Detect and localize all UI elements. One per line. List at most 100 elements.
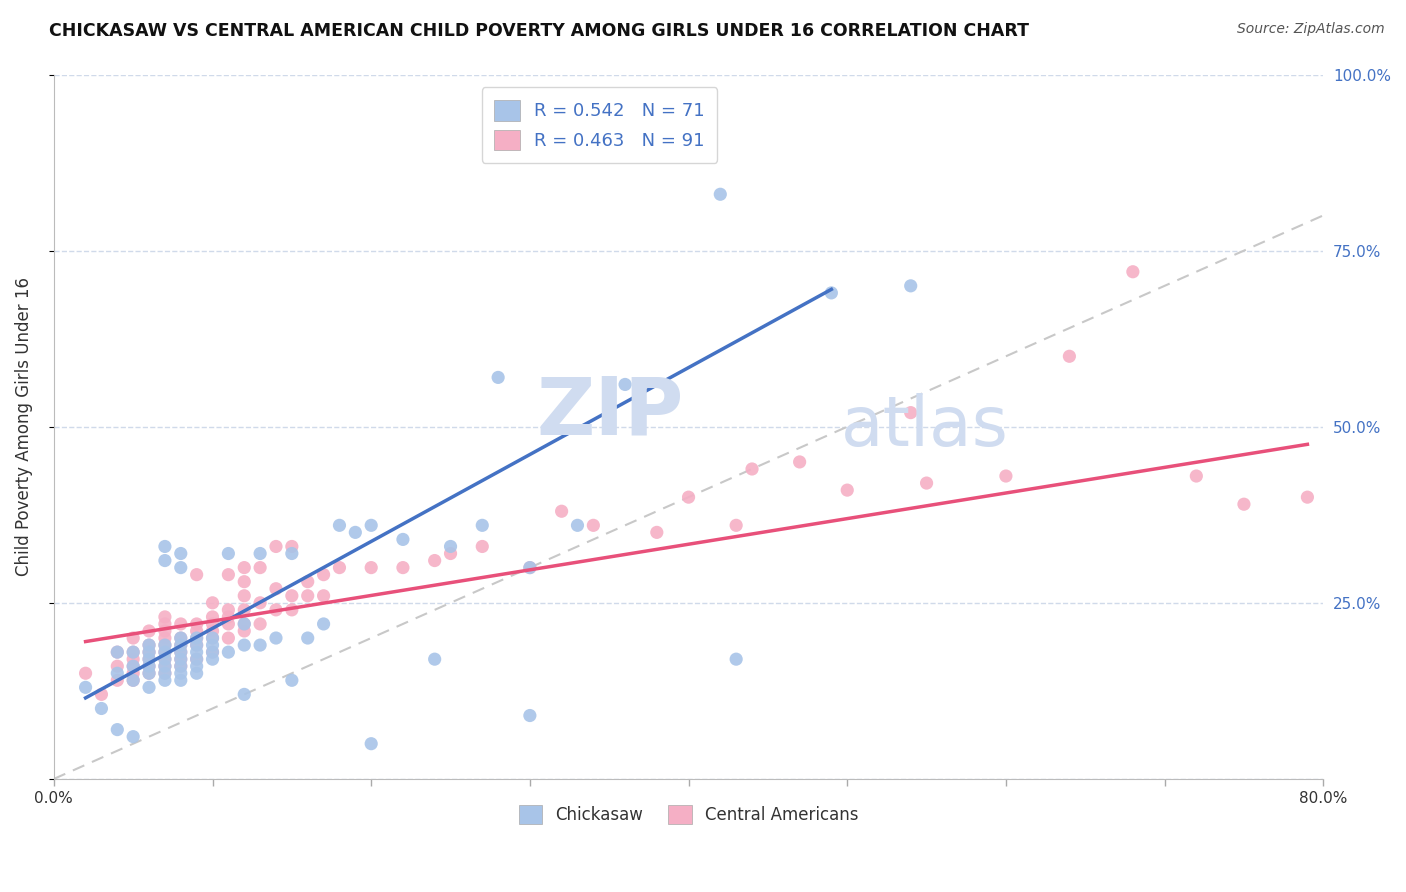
Point — [837, 483, 859, 497]
Point — [153, 673, 176, 688]
Point — [122, 666, 145, 681]
Point — [138, 652, 160, 666]
Point — [170, 638, 193, 652]
Point — [233, 574, 256, 589]
Point — [170, 631, 193, 645]
Point — [201, 638, 224, 652]
Point — [153, 624, 176, 638]
Point — [138, 638, 160, 652]
Point — [201, 596, 224, 610]
Point — [138, 652, 160, 666]
Point — [201, 610, 224, 624]
Point — [186, 624, 208, 638]
Point — [1296, 490, 1319, 504]
Point — [567, 518, 589, 533]
Point — [170, 547, 193, 561]
Point — [678, 490, 700, 504]
Point — [138, 659, 160, 673]
Point — [105, 723, 128, 737]
Point — [170, 659, 193, 673]
Point — [138, 638, 160, 652]
Point — [249, 560, 271, 574]
Point — [233, 624, 256, 638]
Point — [186, 645, 208, 659]
Point — [105, 659, 128, 673]
Point — [297, 631, 319, 645]
Point — [900, 278, 922, 293]
Point — [90, 687, 112, 701]
Point — [217, 631, 239, 645]
Point — [170, 652, 193, 666]
Point — [217, 645, 239, 659]
Point — [709, 187, 731, 202]
Point — [122, 645, 145, 659]
Point — [153, 659, 176, 673]
Point — [471, 540, 494, 554]
Point — [550, 504, 572, 518]
Point — [789, 455, 811, 469]
Point — [249, 547, 271, 561]
Point — [153, 638, 176, 652]
Point — [217, 610, 239, 624]
Point — [153, 540, 176, 554]
Point — [312, 616, 335, 631]
Point — [725, 518, 748, 533]
Text: ZIP: ZIP — [536, 374, 683, 451]
Point — [249, 638, 271, 652]
Point — [281, 673, 304, 688]
Point — [122, 645, 145, 659]
Point — [153, 616, 176, 631]
Point — [423, 553, 446, 567]
Point — [201, 631, 224, 645]
Point — [170, 616, 193, 631]
Point — [233, 603, 256, 617]
Point — [249, 596, 271, 610]
Text: CHICKASAW VS CENTRAL AMERICAN CHILD POVERTY AMONG GIRLS UNDER 16 CORRELATION CHA: CHICKASAW VS CENTRAL AMERICAN CHILD POVE… — [49, 22, 1029, 40]
Point — [138, 645, 160, 659]
Point — [233, 687, 256, 701]
Point — [297, 574, 319, 589]
Point — [122, 673, 145, 688]
Point — [328, 518, 350, 533]
Point — [170, 645, 193, 659]
Point — [186, 631, 208, 645]
Point — [217, 567, 239, 582]
Point — [170, 638, 193, 652]
Point — [186, 567, 208, 582]
Point — [281, 540, 304, 554]
Point — [186, 666, 208, 681]
Point — [186, 659, 208, 673]
Point — [725, 652, 748, 666]
Point — [264, 582, 287, 596]
Point — [153, 645, 176, 659]
Point — [153, 638, 176, 652]
Point — [217, 547, 239, 561]
Point — [281, 547, 304, 561]
Point — [122, 631, 145, 645]
Point — [170, 673, 193, 688]
Point — [153, 631, 176, 645]
Point — [264, 540, 287, 554]
Point — [297, 589, 319, 603]
Point — [153, 553, 176, 567]
Point — [90, 701, 112, 715]
Point — [170, 645, 193, 659]
Point — [471, 518, 494, 533]
Point — [360, 560, 382, 574]
Point — [201, 624, 224, 638]
Y-axis label: Child Poverty Among Girls Under 16: Child Poverty Among Girls Under 16 — [15, 277, 32, 576]
Point — [186, 652, 208, 666]
Point — [360, 518, 382, 533]
Point — [249, 616, 271, 631]
Point — [122, 659, 145, 673]
Point — [153, 652, 176, 666]
Point — [217, 603, 239, 617]
Point — [138, 645, 160, 659]
Text: Source: ZipAtlas.com: Source: ZipAtlas.com — [1237, 22, 1385, 37]
Point — [820, 285, 842, 300]
Point — [170, 666, 193, 681]
Point — [1122, 265, 1144, 279]
Point — [122, 659, 145, 673]
Point — [233, 638, 256, 652]
Point — [233, 589, 256, 603]
